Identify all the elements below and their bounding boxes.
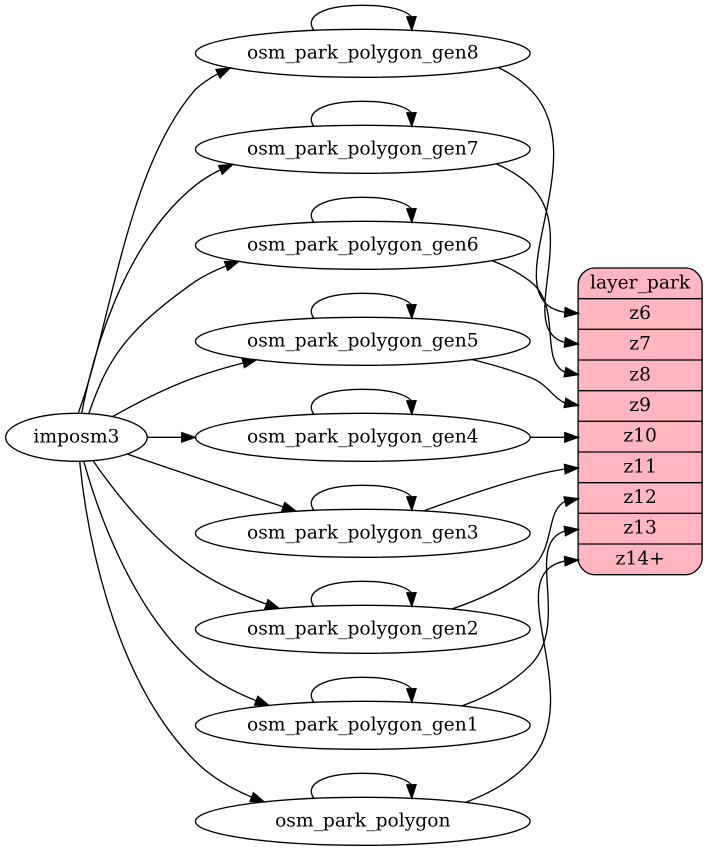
svg-text:z10: z10 <box>623 426 657 447</box>
svg-text:z11: z11 <box>623 456 657 477</box>
svg-text:osm_park_polygon_gen5: osm_park_polygon_gen5 <box>247 330 479 351</box>
svg-text:osm_park_polygon_gen1: osm_park_polygon_gen1 <box>247 714 479 735</box>
svg-text:z9: z9 <box>629 395 651 416</box>
svg-text:osm_park_polygon_gen2: osm_park_polygon_gen2 <box>247 618 479 639</box>
svg-text:osm_park_polygon_gen4: osm_park_polygon_gen4 <box>247 426 479 447</box>
svg-text:z14+: z14+ <box>616 548 665 569</box>
svg-text:z6: z6 <box>629 303 651 324</box>
svg-text:z13: z13 <box>623 518 657 539</box>
svg-text:osm_park_polygon: osm_park_polygon <box>275 810 450 831</box>
svg-text:osm_park_polygon_gen7: osm_park_polygon_gen7 <box>247 138 479 159</box>
svg-text:z12: z12 <box>623 487 657 508</box>
svg-text:z7: z7 <box>629 334 651 355</box>
svg-text:osm_park_polygon_gen3: osm_park_polygon_gen3 <box>247 522 479 543</box>
svg-text:z8: z8 <box>629 364 651 385</box>
svg-text:layer_park: layer_park <box>590 272 691 293</box>
svg-text:osm_park_polygon_gen6: osm_park_polygon_gen6 <box>247 234 479 255</box>
svg-text:osm_park_polygon_gen8: osm_park_polygon_gen8 <box>247 42 479 63</box>
svg-text:imposm3: imposm3 <box>33 426 119 447</box>
